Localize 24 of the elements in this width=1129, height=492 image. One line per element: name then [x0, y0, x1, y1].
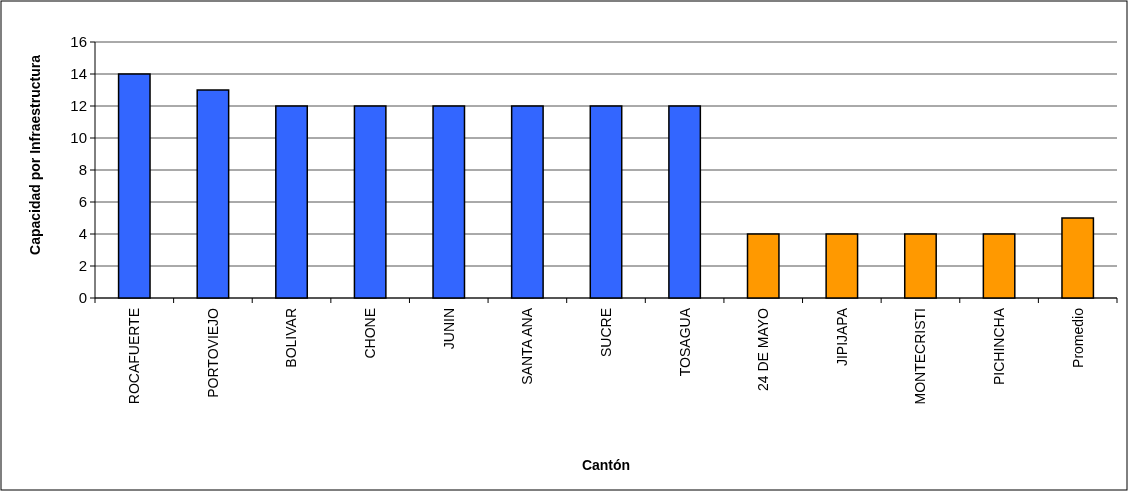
y-tick-label: 0: [78, 289, 87, 307]
y-tick-label: 8: [78, 161, 87, 179]
y-tick-label: 12: [70, 97, 87, 115]
x-tick-label: 24 DE MAYO: [755, 307, 772, 391]
y-tick-label: 16: [70, 33, 87, 51]
y-tick-label: 4: [78, 225, 87, 243]
y-tick-label: 6: [78, 193, 87, 211]
x-tick-label: MONTECRISTI: [912, 308, 929, 405]
y-tick-label: 2: [78, 257, 87, 275]
x-tick-label: TOSAGUA: [676, 307, 693, 377]
x-tick-label: Promedio: [1069, 307, 1086, 368]
x-tick-label: PORTOVIEJO: [204, 307, 221, 398]
x-tick-label: JIPIJAPA: [833, 307, 850, 367]
x-tick-label: PICHINCHA: [990, 307, 1007, 386]
y-tick-label: 14: [70, 65, 87, 83]
x-tick-label: JUNIN: [440, 308, 457, 350]
x-tick-label: SANTA ANA: [519, 307, 536, 385]
x-tick-label: ROCAFUERTE: [126, 308, 143, 405]
x-axis-title: Cantón: [581, 457, 631, 473]
x-tick-label: SUCRE: [597, 308, 614, 358]
x-tick-label: CHONE: [362, 308, 379, 359]
x-tick-label: BOLIVAR: [283, 308, 300, 368]
y-tick-label: 10: [70, 129, 87, 147]
y-axis-title: Capacidad por Infraestructura: [27, 54, 43, 255]
